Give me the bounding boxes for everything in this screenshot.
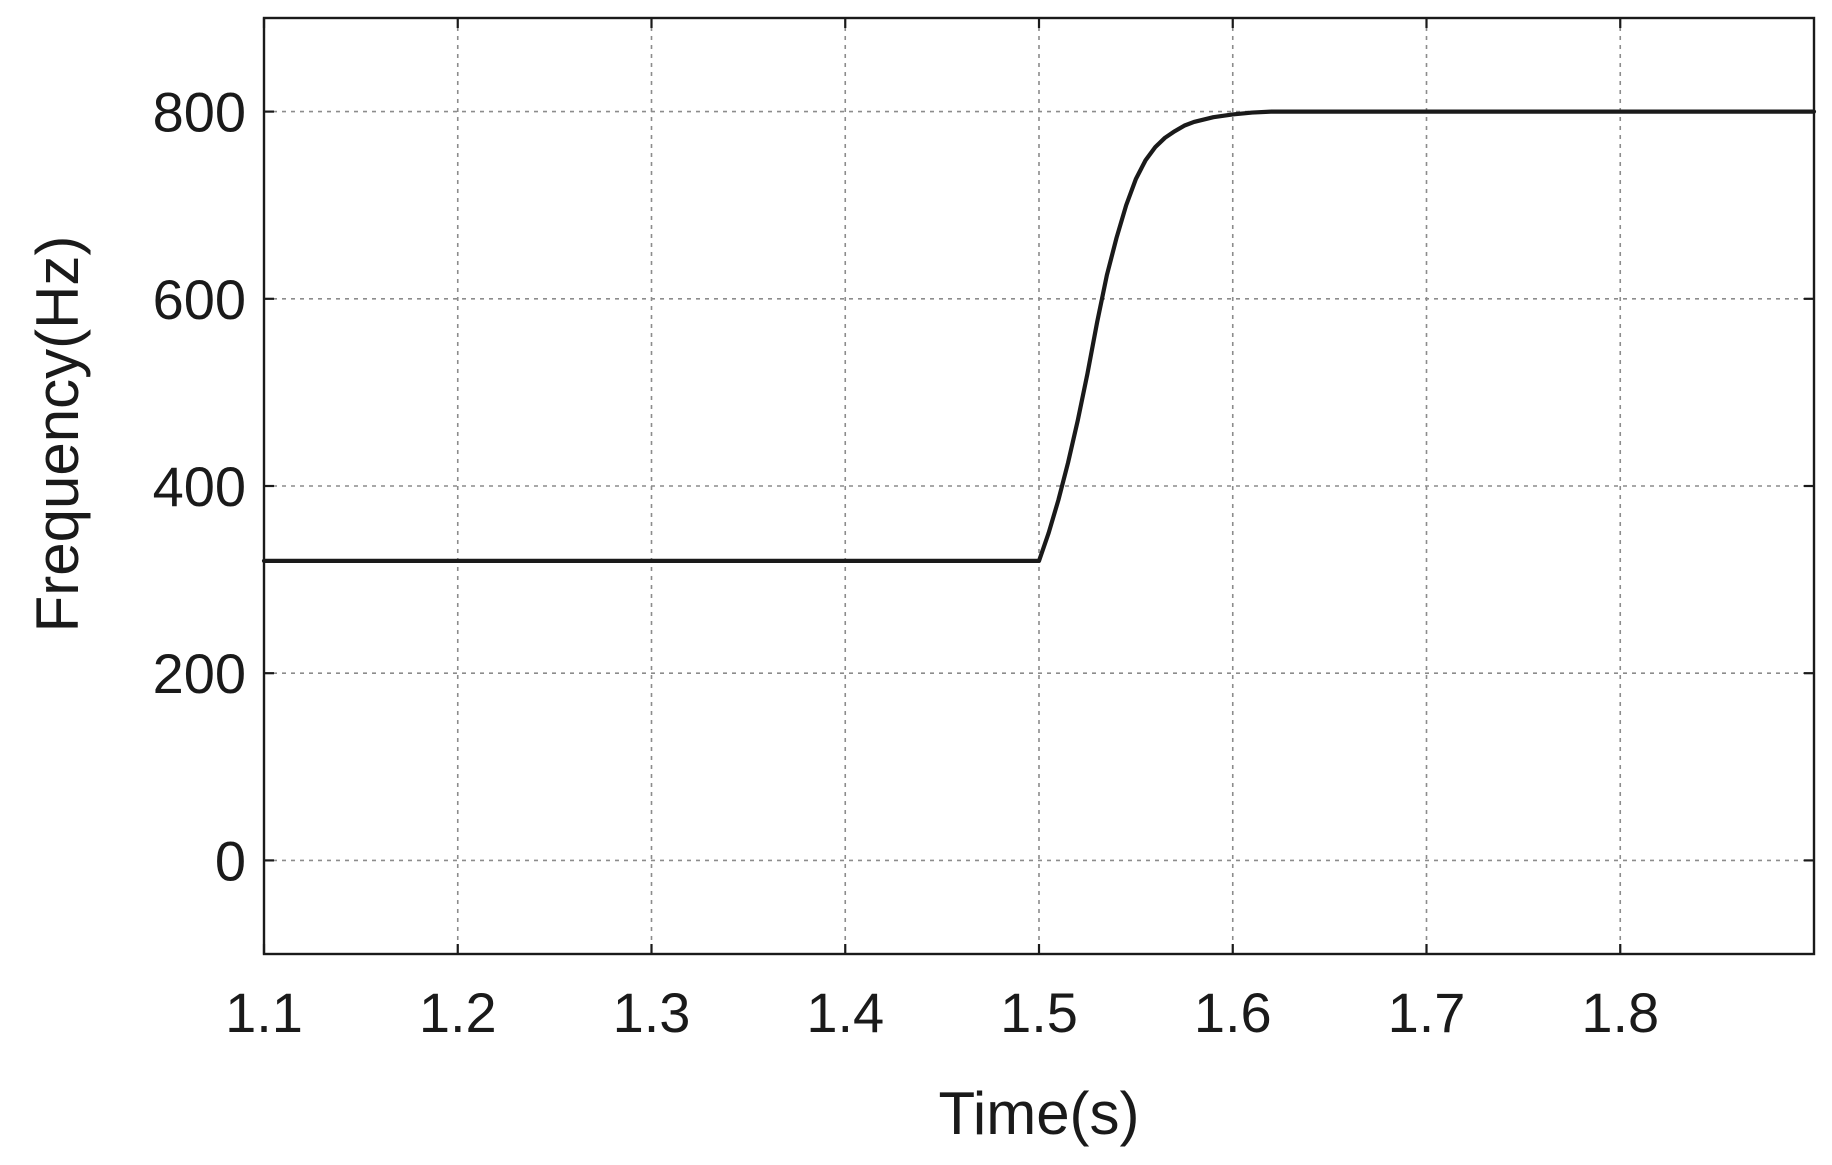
y-tick-label: 200 [153,642,246,705]
x-axis-title: Time(s) [938,1080,1139,1147]
y-tick-label: 600 [153,268,246,331]
x-tick-label: 1.8 [1581,981,1659,1044]
grid-layer [264,18,1814,954]
y-tick-label: 800 [153,81,246,144]
y-axis-title: Frequency(Hz) [24,236,91,633]
x-tick-label: 1.2 [419,981,497,1044]
frequency-series-line [261,109,1817,563]
y-tick-label: 0 [215,829,246,892]
x-tick-label: 1.3 [613,981,691,1044]
x-tick-label: 1.5 [1000,981,1078,1044]
x-tick-label: 1.4 [806,981,884,1044]
series-layer [261,109,1817,563]
y-tick-label: 400 [153,455,246,518]
x-tick-label: 1.6 [1194,981,1272,1044]
x-tick-label: 1.1 [225,981,303,1044]
x-tick-label: 1.7 [1388,981,1466,1044]
ticks-layer [262,18,1814,954]
tick-labels-layer: 1.1 1.2 1.3 1.4 1.5 1.6 1.7 1.8 0 200 400 600 800 [153,81,1660,1044]
